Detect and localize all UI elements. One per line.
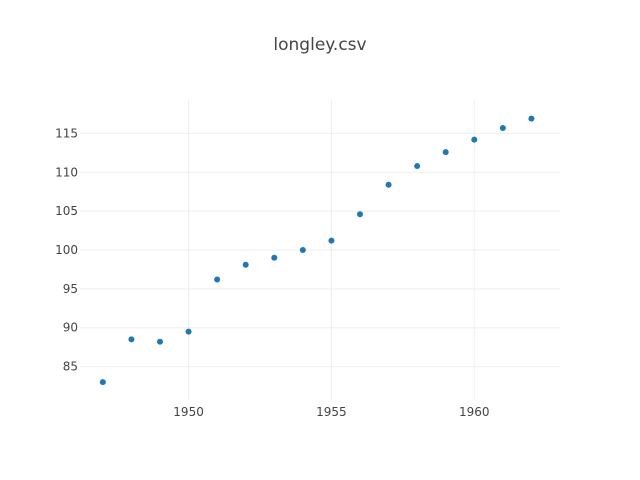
data-point[interactable] [328,237,335,244]
y-tick-label: 115 [55,126,78,140]
data-point[interactable] [471,136,478,143]
data-point[interactable] [385,181,392,188]
data-point[interactable] [157,338,163,345]
data-point[interactable] [242,261,249,268]
data-point[interactable] [128,336,135,343]
data-point[interactable] [99,379,106,386]
data-point[interactable] [442,149,449,156]
data-points[interactable] [99,115,535,386]
data-point[interactable] [528,115,535,122]
data-point[interactable] [214,276,221,283]
y-tick-label: 100 [55,243,78,257]
y-tick-label: 90 [63,321,78,335]
y-tick-label: 85 [63,360,78,374]
data-point[interactable] [185,328,192,335]
x-tick-label: 1955 [316,405,347,419]
grid [80,100,560,400]
y-tick-label: 105 [55,204,78,218]
x-tick-label: 1950 [173,405,204,419]
data-point[interactable] [499,124,506,131]
data-point[interactable] [414,163,421,170]
tick-labels: 1950 1955 1960 85 90 95 100 105 110 115 [55,126,489,419]
x-tick-label: 1960 [459,405,490,419]
data-point[interactable] [299,247,306,253]
data-point[interactable] [357,211,363,218]
chart-title: longley.csv [273,35,366,55]
data-point[interactable] [271,254,278,261]
y-tick-label: 110 [55,165,78,179]
y-tick-label: 95 [63,282,78,296]
